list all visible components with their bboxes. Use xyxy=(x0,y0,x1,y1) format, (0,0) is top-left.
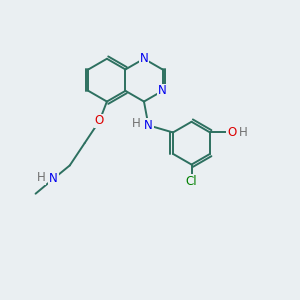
Text: O: O xyxy=(95,114,104,128)
Text: N: N xyxy=(158,84,167,98)
Text: N: N xyxy=(144,119,153,132)
Text: H: H xyxy=(132,117,140,130)
Text: N: N xyxy=(140,52,148,65)
Text: O: O xyxy=(227,126,236,139)
Text: H: H xyxy=(238,126,247,139)
Text: Cl: Cl xyxy=(186,175,197,188)
Text: H: H xyxy=(37,171,45,184)
Text: N: N xyxy=(49,172,58,185)
